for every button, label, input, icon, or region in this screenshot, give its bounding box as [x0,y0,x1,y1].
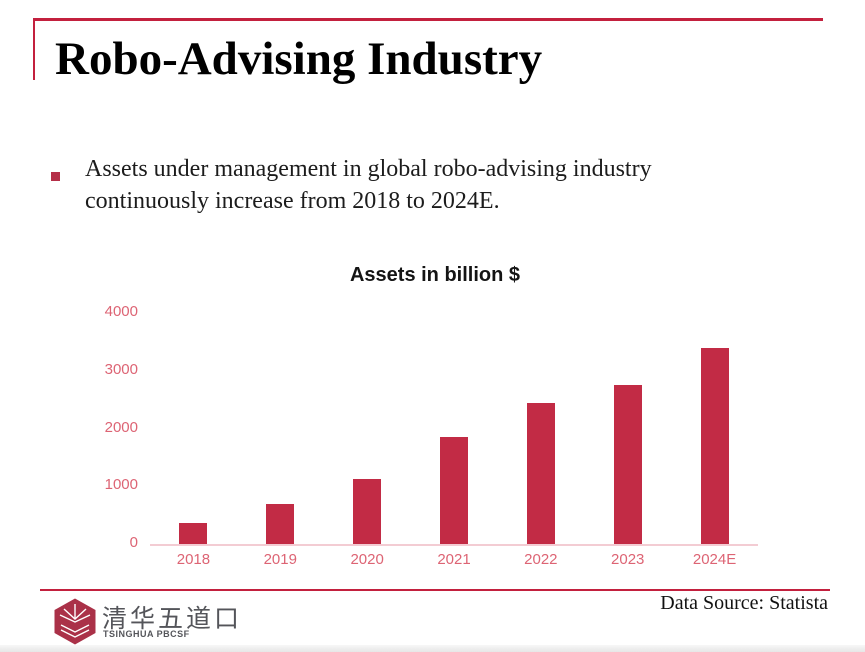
x-tick-label: 2018 [176,551,211,568]
x-tick-label: 2020 [350,551,384,568]
data-source-caption: Data Source: Statista [660,592,828,614]
bar-2018 [179,522,208,544]
x-tick-label: 2019 [263,551,297,568]
y-tick-label: 0 [129,534,138,551]
y-axis-labels: 0 1000 2000 3000 4000 [0,304,138,551]
logo-text-english: TSINGHUA PBCSF [103,629,190,639]
x-tick-label: 2023 [611,551,645,568]
chart-title: Assets in billion $ [349,264,521,286]
logo-text-chinese: 清华五道口 [102,604,243,633]
top-accent-rule [33,18,823,21]
y-tick-label: 3000 [104,360,138,378]
window-bottom-edge [0,645,865,652]
page-title: Robo-Advising Industry [55,33,543,85]
bar-2020 [353,479,382,544]
footer-rule [40,589,830,591]
left-accent-rule [33,18,35,80]
bar-2023 [613,384,642,544]
x-axis-labels: 2018 2019 2020 2021 2022 2023 2024E [150,551,758,571]
bar-2019 [266,503,295,544]
y-tick-label: 1000 [104,476,138,494]
bar-2024E [700,348,729,544]
x-tick-label: 2024E [692,551,737,568]
bar-2021 [440,437,468,544]
y-tick-label: 2000 [104,418,138,436]
x-tick-label: 2021 [437,551,471,568]
x-tick-label: 2022 [524,551,558,568]
bullet-text: Assets under management in global robo-a… [85,156,652,214]
bar-2022 [526,402,555,544]
bar-chart-plot-area [150,312,758,546]
tsinghua-pbcsf-logo-icon [54,598,96,645]
y-tick-label: 4000 [104,303,138,320]
bullet-square-icon [51,172,60,181]
